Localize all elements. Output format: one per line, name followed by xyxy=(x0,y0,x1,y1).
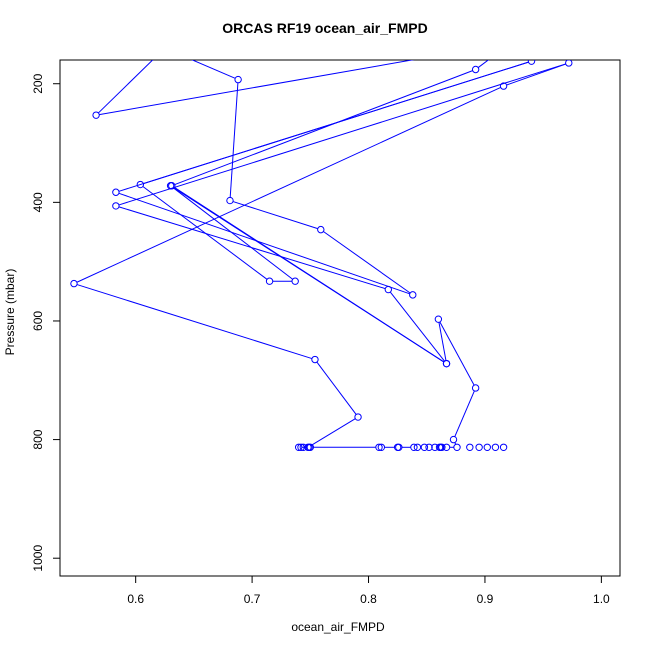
data-point xyxy=(499,443,508,451)
data-point xyxy=(377,443,386,451)
data-point xyxy=(384,285,393,294)
data-point xyxy=(434,315,443,323)
x-axis: 0.6 0.7 0.8 0.9 1.0 xyxy=(127,576,610,606)
series-line-segment xyxy=(118,63,566,206)
x-tick-label: 0.9 xyxy=(477,592,494,606)
data-point xyxy=(306,443,315,451)
data-point xyxy=(234,75,242,84)
series-line-segment xyxy=(438,322,447,361)
series-line-segment xyxy=(118,192,410,295)
data-point xyxy=(442,443,451,451)
data-point xyxy=(466,443,474,451)
data-point xyxy=(483,443,491,451)
data-point xyxy=(168,182,176,190)
data-point xyxy=(410,443,418,451)
data-point xyxy=(413,443,422,451)
series-layer xyxy=(70,33,573,451)
data-point xyxy=(453,443,461,451)
data-point xyxy=(136,180,145,189)
data-point xyxy=(291,277,299,285)
series-line-segment xyxy=(174,187,445,363)
data-point xyxy=(425,443,433,451)
series-line-segment xyxy=(118,206,386,290)
data-point xyxy=(438,443,446,451)
data-point xyxy=(442,359,451,368)
data-point xyxy=(431,443,439,451)
data-point xyxy=(70,279,78,288)
y-tick-label: 200 xyxy=(31,73,45,93)
data-point xyxy=(112,202,120,210)
data-point xyxy=(449,435,458,444)
data-point xyxy=(375,443,383,451)
series-line-segment xyxy=(229,82,239,198)
series-line-segment xyxy=(310,418,356,447)
x-tick-label: 0.6 xyxy=(127,592,144,606)
series-line-segment xyxy=(439,321,475,386)
series-line-segment xyxy=(76,284,313,360)
data-point xyxy=(297,443,305,451)
y-tick-label: 1000 xyxy=(31,545,45,572)
x-tick-label: 1.0 xyxy=(593,592,610,606)
data-point xyxy=(475,443,483,451)
data-point xyxy=(299,443,308,451)
series-line-segment xyxy=(316,361,357,415)
data-point xyxy=(517,33,523,39)
chart-title: ORCAS RF19 ocean_air_FMPD xyxy=(222,20,428,36)
series-line-segment xyxy=(172,187,293,280)
series-line-segment xyxy=(98,60,154,114)
series-line-segment xyxy=(389,291,445,362)
series-line-segment xyxy=(232,201,318,230)
data-point xyxy=(395,443,403,451)
series-line-segment xyxy=(506,63,566,86)
series-line-segment xyxy=(76,86,501,283)
series-line-segment xyxy=(477,60,490,68)
data-point xyxy=(112,188,120,196)
plot-frame xyxy=(59,59,621,577)
y-axis: 200 400 600 800 1000 xyxy=(31,73,60,572)
data-point xyxy=(409,291,417,299)
data-point xyxy=(162,45,168,51)
data-point xyxy=(265,277,274,285)
series-line-segment xyxy=(323,231,411,294)
data-point xyxy=(311,355,319,364)
data-point xyxy=(226,196,234,205)
y-tick-label: 800 xyxy=(31,429,45,449)
data-point xyxy=(420,443,429,451)
y-tick-label: 400 xyxy=(31,192,45,212)
data-point xyxy=(499,82,508,90)
y-axis-title: Pressure (mbar) xyxy=(3,269,17,356)
data-point xyxy=(354,413,362,421)
data-point xyxy=(294,443,303,451)
x-axis-title: ocean_air_FMPD xyxy=(291,620,385,634)
data-point xyxy=(471,384,480,392)
data-point xyxy=(317,225,325,234)
data-point xyxy=(493,42,499,48)
data-point xyxy=(565,60,573,67)
series-line-segment xyxy=(174,70,473,186)
data-point xyxy=(92,111,100,119)
y-tick-label: 600 xyxy=(31,311,45,331)
data-point xyxy=(527,60,536,65)
series-line-segment xyxy=(99,60,415,116)
x-tick-label: 0.8 xyxy=(360,592,377,606)
data-point xyxy=(491,443,500,451)
data-point xyxy=(471,65,480,74)
series-line-segment xyxy=(191,60,236,79)
series-line-segment xyxy=(454,390,475,437)
x-tick-label: 0.7 xyxy=(244,592,261,606)
